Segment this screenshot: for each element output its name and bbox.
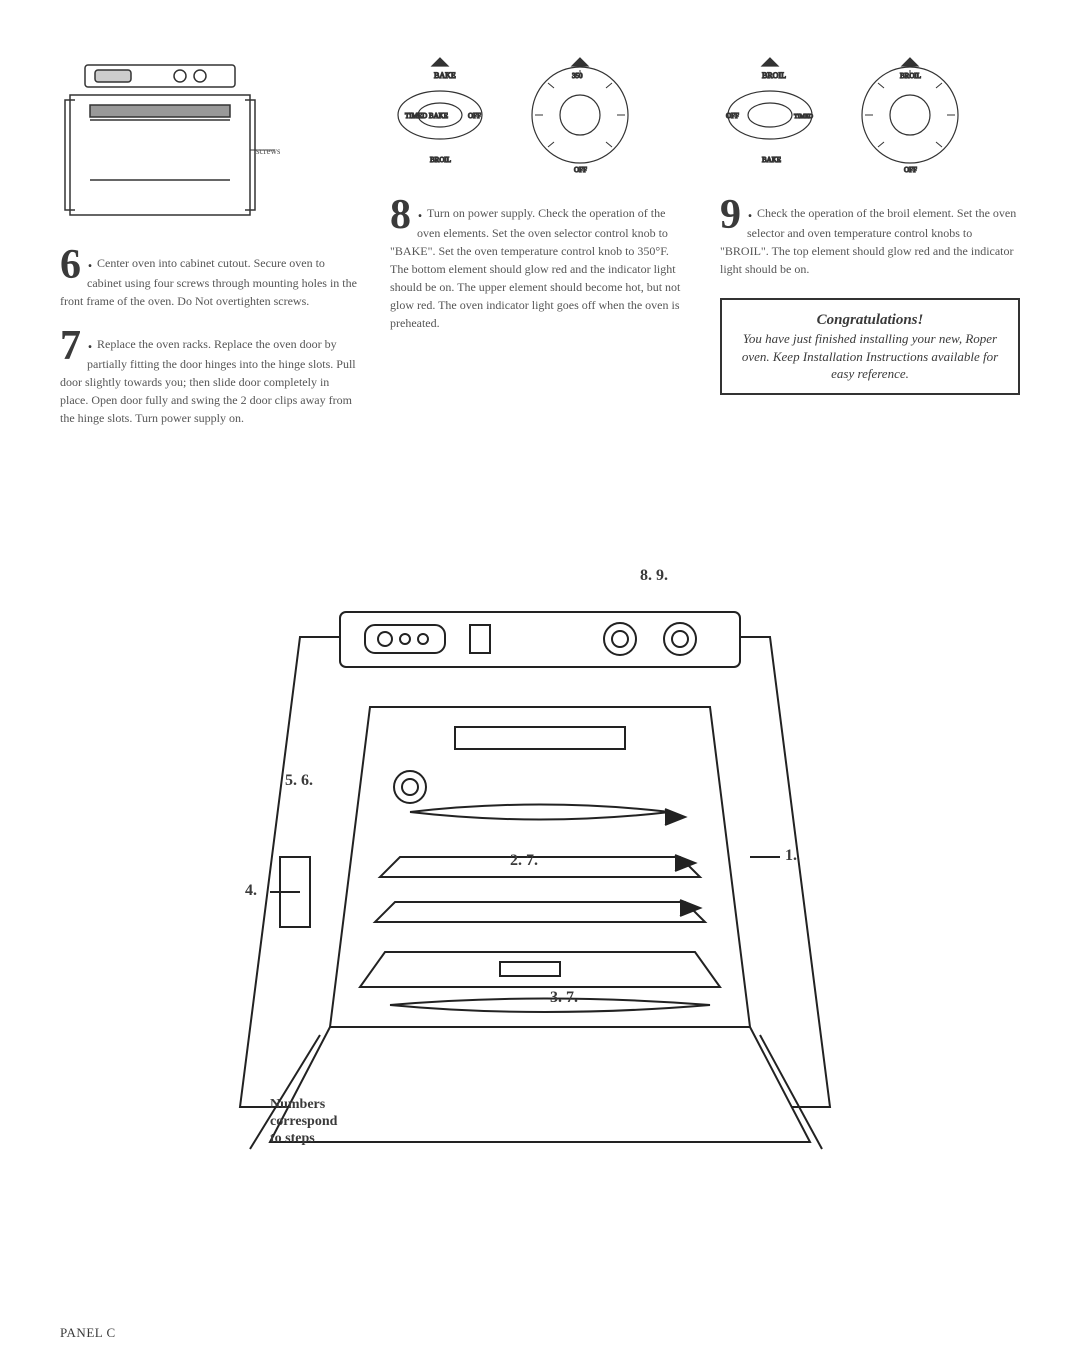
panel-label: PANEL C <box>60 1325 116 1341</box>
svg-text:OFF: OFF <box>468 112 481 120</box>
step-7-text: Replace the oven racks. Replace the oven… <box>60 337 356 425</box>
bake-knobs-icon: BAKE TIMED BAKE OFF BROIL 350 OFF <box>390 50 650 180</box>
svg-text:TIMED: TIMED <box>794 114 814 120</box>
column-1: screws 6. Center oven into cabinet cutou… <box>60 50 360 427</box>
svg-text:350: 350 <box>572 72 583 80</box>
congratulations-box: Congratulations! You have just finished … <box>720 298 1020 395</box>
step-9: 9. Check the operation of the broil elem… <box>720 197 1020 278</box>
column-3: BROIL OFF TIMED BAKE BROIL OFF <box>720 50 1020 395</box>
callout-3-7: 3. 7. <box>550 989 578 1007</box>
numbers-correspond-note: Numbers correspond to steps <box>270 1097 337 1147</box>
svg-text:OFF: OFF <box>574 166 587 174</box>
congrats-title: Congratulations! <box>740 310 1000 330</box>
step-6-number: 6 <box>60 247 81 285</box>
figure-step6: screws <box>60 50 360 235</box>
svg-text:BAKE: BAKE <box>762 156 781 164</box>
step-6-text: Center oven into cabinet cutout. Secure … <box>60 256 357 308</box>
step-6: 6. Center oven into cabinet cutout. Secu… <box>60 247 360 310</box>
step-7-number: 7 <box>60 328 81 366</box>
svg-text:BAKE: BAKE <box>434 71 456 80</box>
callout-5-6: 5. 6. <box>285 772 313 790</box>
oven-exploded-icon <box>210 557 870 1177</box>
top-instruction-row: screws 6. Center oven into cabinet cutou… <box>60 50 1020 427</box>
step-8-text: Turn on power supply. Check the operatio… <box>390 206 680 330</box>
callout-8-9: 8. 9. <box>640 567 668 585</box>
figure-step8-knobs: BAKE TIMED BAKE OFF BROIL 350 OFF <box>390 50 690 185</box>
step-9-text: Check the operation of the broil element… <box>720 206 1016 276</box>
svg-text:BROIL: BROIL <box>762 71 786 80</box>
screws-label: screws <box>256 146 280 156</box>
broil-knobs-icon: BROIL OFF TIMED BAKE BROIL OFF <box>720 50 980 180</box>
step-7: 7. Replace the oven racks. Replace the o… <box>60 328 360 427</box>
column-2: BAKE TIMED BAKE OFF BROIL 350 OFF <box>390 50 690 332</box>
svg-text:OFF: OFF <box>726 112 739 120</box>
svg-text:TIMED BAKE: TIMED BAKE <box>405 112 448 120</box>
oven-callout-diagram: 8. 9. 5. 6. 2. 7. 1. 4. 3. 7. Numbers co… <box>210 557 870 1182</box>
step-8: 8. Turn on power supply. Check the opera… <box>390 197 690 332</box>
svg-text:OFF: OFF <box>904 166 917 174</box>
step-9-number: 9 <box>720 197 741 235</box>
callout-1: 1. <box>785 847 797 865</box>
step-8-number: 8 <box>390 197 411 235</box>
svg-text:BROIL: BROIL <box>430 156 451 164</box>
callout-2-7: 2. 7. <box>510 852 538 870</box>
oven-cabinet-icon: screws <box>60 50 280 230</box>
figure-step9-knobs: BROIL OFF TIMED BAKE BROIL OFF <box>720 50 1020 185</box>
congrats-body: You have just finished installing your n… <box>740 330 1000 383</box>
callout-4: 4. <box>245 882 257 900</box>
